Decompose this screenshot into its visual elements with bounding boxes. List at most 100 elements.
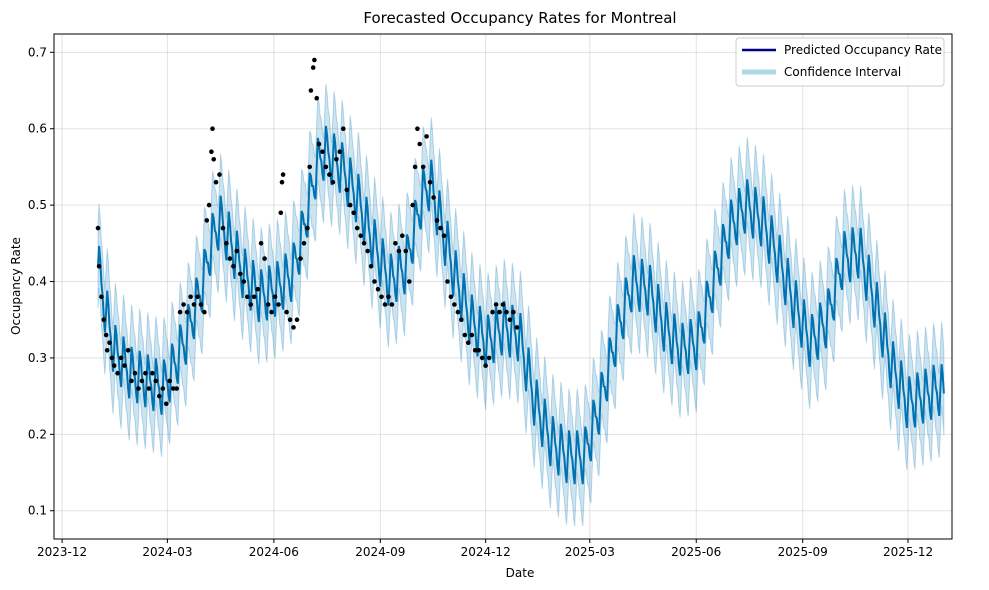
- observed-point: [157, 393, 162, 399]
- observed-points: [95, 57, 520, 407]
- observed-point: [393, 241, 398, 246]
- observed-point: [211, 157, 216, 162]
- observed-point: [276, 302, 281, 307]
- observed-point: [251, 294, 257, 300]
- x-tick-label: 2024-09: [355, 545, 405, 559]
- observed-point: [347, 202, 353, 208]
- observed-point: [198, 302, 204, 307]
- observed-point: [129, 378, 134, 384]
- observed-point: [202, 309, 207, 315]
- observed-point: [248, 302, 253, 307]
- observed-point: [308, 88, 314, 93]
- y-tick-label: 0.4: [28, 275, 47, 289]
- observed-point: [305, 225, 310, 231]
- observed-point: [279, 179, 285, 185]
- observed-point: [146, 386, 152, 391]
- observed-point: [284, 309, 289, 315]
- observed-point: [327, 172, 332, 177]
- observed-point: [109, 355, 115, 361]
- x-axis-ticks: 2023-12 2024-03 2024-06 2024-09 2024-12 2025-…: [37, 539, 933, 559]
- observed-point: [291, 325, 296, 330]
- y-tick-label: 0.3: [28, 351, 47, 365]
- observed-point: [241, 279, 247, 284]
- observed-point: [368, 264, 374, 269]
- observed-point: [379, 294, 384, 300]
- observed-point: [365, 248, 370, 254]
- observed-point: [170, 386, 176, 391]
- observed-point: [472, 348, 478, 353]
- observed-point: [238, 271, 243, 277]
- observed-point: [278, 210, 284, 216]
- observed-point: [476, 348, 482, 353]
- observed-point: [358, 233, 364, 238]
- observed-point: [431, 195, 436, 200]
- x-tick-label: 2024-03: [142, 545, 192, 559]
- observed-point: [206, 202, 212, 208]
- observed-point: [122, 363, 127, 368]
- observed-point: [174, 386, 179, 391]
- observed-point: [511, 309, 516, 315]
- observed-point: [184, 309, 190, 315]
- observed-point: [234, 248, 240, 254]
- observed-point: [287, 317, 293, 323]
- observed-point: [479, 355, 485, 361]
- observed-point: [213, 179, 219, 185]
- observed-point: [448, 294, 454, 300]
- observed-point: [217, 172, 222, 177]
- observed-point: [375, 286, 381, 292]
- observed-point: [227, 256, 233, 261]
- observed-point: [382, 302, 388, 307]
- observed-point: [107, 340, 112, 346]
- observed-point: [269, 309, 274, 315]
- observed-point: [125, 348, 131, 353]
- observed-point: [245, 294, 250, 300]
- observed-point: [95, 225, 101, 231]
- observed-point: [104, 348, 110, 353]
- observed-point: [434, 218, 440, 223]
- observed-point: [224, 241, 229, 246]
- observed-point: [298, 256, 303, 261]
- observed-point: [438, 225, 443, 231]
- y-tick-label: 0.5: [28, 198, 47, 212]
- chart-title: Forecasted Occupancy Rates for Montreal: [363, 9, 676, 27]
- observed-point: [164, 401, 169, 407]
- observed-point: [351, 210, 357, 216]
- observed-point: [497, 309, 502, 315]
- observed-point: [469, 332, 475, 338]
- observed-point: [493, 302, 499, 307]
- observed-point: [337, 149, 343, 154]
- legend: Predicted Occupancy Rate Confidence Inte…: [735, 37, 945, 87]
- observed-point: [452, 302, 457, 307]
- observed-point: [136, 386, 141, 391]
- observed-point: [441, 233, 447, 238]
- x-tick-label: 2023-12: [37, 545, 87, 559]
- observed-point: [280, 172, 286, 177]
- observed-point: [111, 363, 117, 368]
- y-axis-label: Occupancy Rate: [9, 237, 23, 335]
- legend-box: [735, 37, 945, 87]
- observed-point: [386, 294, 391, 300]
- observed-point: [466, 340, 471, 346]
- observed-point: [167, 378, 172, 384]
- observed-point: [420, 164, 426, 170]
- observed-point: [139, 378, 145, 384]
- observed-point: [334, 157, 339, 162]
- observed-point: [462, 332, 468, 338]
- observed-point: [483, 363, 488, 368]
- observed-point: [103, 332, 109, 338]
- observed-point: [415, 126, 420, 131]
- y-tick-label: 0.2: [28, 427, 47, 441]
- observed-point: [314, 95, 320, 101]
- observed-point: [412, 164, 418, 170]
- observed-point: [301, 241, 307, 246]
- observed-point: [389, 302, 395, 307]
- observed-point: [99, 294, 104, 300]
- x-tick-label: 2024-06: [249, 545, 299, 559]
- observed-point: [403, 248, 409, 254]
- observed-point: [459, 317, 464, 323]
- observed-point: [320, 149, 325, 154]
- observed-point: [150, 370, 155, 376]
- y-axis-ticks: 0.1 0.2 0.3 0.4 0.5 0.6 0.7: [28, 45, 54, 518]
- observed-point: [344, 187, 350, 193]
- observed-point: [209, 149, 214, 154]
